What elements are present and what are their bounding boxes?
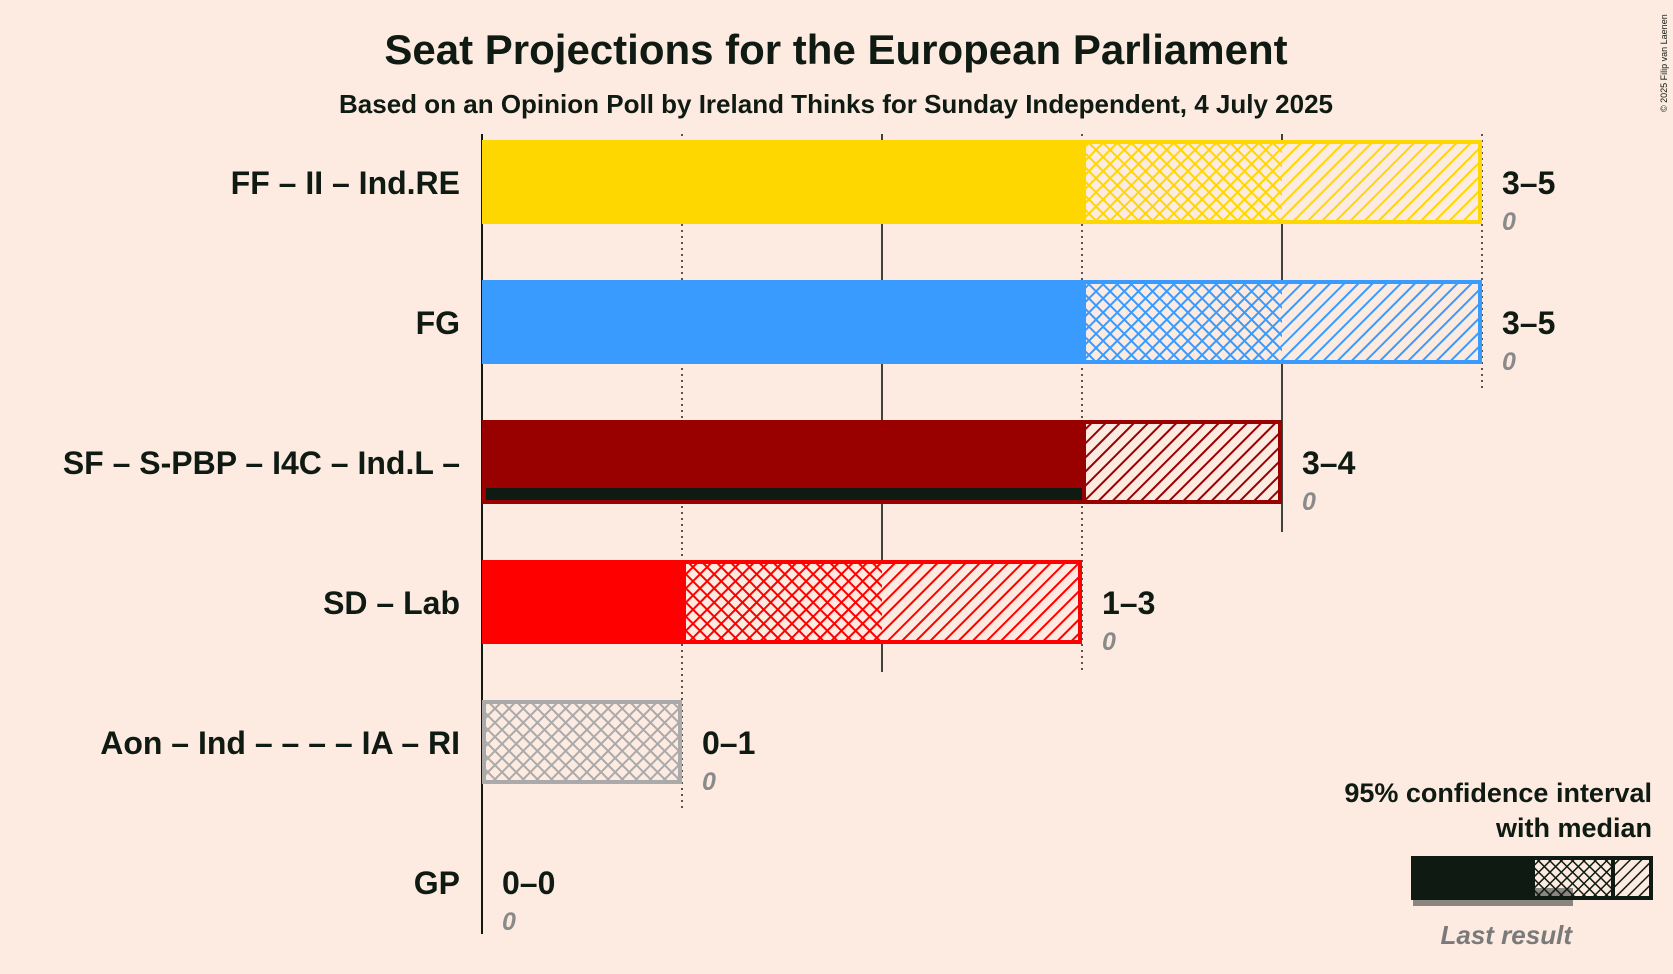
party-4-cross-bar bbox=[482, 700, 682, 784]
party-2-last-label: 0 bbox=[1302, 488, 1316, 516]
party-1-last-label: 0 bbox=[1502, 348, 1516, 376]
party-3-diag-bar bbox=[882, 560, 1082, 644]
party-2-label: SF – S-PBP – I4C – Ind.L – bbox=[63, 445, 460, 481]
party-5-range-label: 0–0 bbox=[502, 865, 555, 901]
legend-title-line1: 95% confidence interval bbox=[1344, 778, 1652, 808]
party-0-range-label: 3–5 bbox=[1502, 165, 1555, 201]
party-3-interval-outline bbox=[682, 560, 1082, 644]
bars-group bbox=[482, 140, 1482, 784]
party-1-label: FG bbox=[416, 305, 460, 341]
chart-subtitle: Based on an Opinion Poll by Ireland Thin… bbox=[339, 89, 1333, 119]
party-4-last-label: 0 bbox=[702, 768, 716, 796]
party-0-last-label: 0 bbox=[1502, 208, 1516, 236]
party-2-range-label: 3–4 bbox=[1302, 445, 1356, 481]
legend-diagonal-section bbox=[1611, 856, 1653, 900]
labels-group: FF – II – Ind.RE 3–5 0 FG 3–5 0 SF – S-PBP – I… bbox=[63, 165, 1556, 936]
party-1-range-label: 3–5 bbox=[1502, 305, 1555, 341]
party-1-diag-bar bbox=[1282, 280, 1482, 364]
party-1-cross-bar bbox=[1082, 280, 1282, 364]
party-3-solid-bar bbox=[482, 560, 682, 644]
party-0-diag-bar bbox=[1282, 140, 1482, 224]
party-5-label: GP bbox=[414, 865, 460, 901]
party-2-diag-bar bbox=[1082, 420, 1282, 504]
party-1-interval-outline bbox=[1082, 280, 1482, 364]
party-5-last-label: 0 bbox=[502, 908, 516, 936]
party-4-interval-outline bbox=[482, 700, 682, 784]
party-0-interval-outline bbox=[1082, 140, 1482, 224]
party-2-full-outline bbox=[482, 420, 1282, 504]
grid-lines bbox=[481, 134, 1483, 934]
party-4-range-label: 0–1 bbox=[702, 725, 755, 761]
party-0-cross-bar bbox=[1082, 140, 1282, 224]
party-4-label: Aon – Ind – – – – IA – RI bbox=[100, 725, 460, 761]
party-1-solid-bar bbox=[482, 280, 1082, 364]
party-0-label: FF – II – Ind.RE bbox=[231, 165, 460, 201]
party-3-range-label: 1–3 bbox=[1102, 585, 1155, 621]
legend: 95% confidence interval with median Last… bbox=[1344, 778, 1653, 950]
party-3-last-label: 0 bbox=[1102, 628, 1116, 656]
party-3-cross-bar bbox=[682, 560, 882, 644]
copyright-note: © 2025 Filip van Laenen bbox=[1659, 14, 1669, 112]
party-3-label: SD – Lab bbox=[323, 585, 460, 621]
legend-last-result-label: Last result bbox=[1441, 920, 1574, 950]
legend-crosshatch-section bbox=[1531, 856, 1615, 900]
chart-title: Seat Projections for the European Parlia… bbox=[384, 26, 1287, 73]
party-2-median-stripe bbox=[484, 488, 1082, 500]
legend-title-line2: with median bbox=[1495, 813, 1652, 843]
legend-solid-section bbox=[1411, 856, 1533, 900]
party-0-solid-bar bbox=[482, 140, 1082, 224]
